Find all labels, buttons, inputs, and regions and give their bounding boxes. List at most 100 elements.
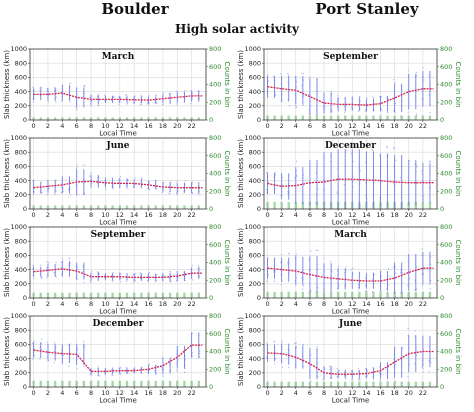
y2-axis-label: Counts in bin [223, 328, 231, 374]
count-bar [147, 117, 150, 120]
x-tick-label: 2 [46, 300, 50, 308]
count-bar [414, 291, 418, 298]
count-bar [322, 115, 326, 120]
scatter-point [317, 295, 319, 297]
y2-tick-label: 400 [209, 170, 221, 178]
y-tick-label: 600 [15, 74, 27, 82]
count-bar [197, 380, 201, 387]
count-bar [183, 292, 186, 298]
count-bar [428, 201, 432, 209]
x-tick-label: 4 [294, 122, 298, 130]
count-bar [75, 117, 78, 120]
scatter-point [198, 350, 201, 352]
scatter-point [46, 194, 49, 196]
count-bar [365, 381, 368, 387]
scatter-point [378, 365, 381, 368]
count-bar [351, 115, 354, 120]
count-bar [118, 380, 121, 387]
count-bar [344, 115, 347, 120]
count-bar [266, 381, 269, 387]
scatter-point [331, 110, 333, 112]
scatter-point [191, 355, 194, 357]
x-tick-label: 22 [187, 122, 195, 130]
scatter-point [32, 265, 34, 267]
scatter-point [274, 363, 276, 365]
scatter-point [162, 93, 164, 95]
chart-panel: December 0 200 400 600 800 1000 0 200 400 600 800 0 2… [237, 134, 462, 226]
y2-tick-label: 200 [209, 276, 221, 284]
x-tick-label: 4 [294, 300, 298, 308]
count-bar [118, 117, 121, 120]
count-bar [315, 381, 319, 387]
scatter-point [407, 285, 409, 287]
scatter-point [387, 268, 390, 270]
count-bar [132, 117, 136, 120]
scatter-point [296, 86, 298, 88]
y2-axis-label: Counts in bin [223, 61, 231, 107]
count-bar [75, 292, 78, 298]
scatter-point [338, 369, 340, 372]
scatter-point [191, 264, 194, 267]
scatter-point [33, 87, 35, 90]
scatter-point [39, 86, 42, 88]
scatter-point [414, 330, 416, 332]
y-tick-label: 1000 [244, 223, 261, 231]
count-bar [176, 292, 179, 298]
scatter-point [394, 159, 397, 161]
y2-tick-label: 600 [440, 330, 452, 338]
x-tick-label: 18 [159, 389, 167, 397]
scatter-point [301, 72, 303, 75]
scatter-point [274, 351, 277, 354]
scatter-point [175, 103, 178, 105]
scatter-point [393, 266, 395, 268]
scatter-point [89, 175, 91, 177]
y-tick-label: 0 [257, 205, 261, 213]
scatter-point [371, 95, 374, 97]
median-line [267, 350, 434, 375]
count-bar [351, 381, 354, 387]
scatter-point [394, 381, 397, 383]
count-bar [147, 380, 150, 387]
scatter-point [61, 100, 63, 103]
scatter-point [265, 342, 268, 345]
scatter-point [134, 274, 136, 276]
count-bar [273, 291, 276, 298]
y-axis-label: Slab thickness (km) [237, 50, 245, 119]
count-bar [104, 380, 107, 387]
y2-tick-label: 800 [440, 134, 452, 142]
scatter-point [429, 288, 432, 290]
x-tick-label: 12 [348, 122, 356, 130]
count-bar [111, 292, 114, 298]
scatter-point [308, 205, 311, 207]
scatter-point [324, 105, 326, 108]
scatter-point [76, 268, 79, 271]
scatter-point [139, 103, 142, 106]
y-tick-label: 400 [249, 88, 261, 96]
x-tick-label: 18 [390, 300, 398, 308]
scatter-point [273, 97, 275, 99]
x-tick-label: 10 [334, 122, 342, 130]
scatter-point [89, 280, 92, 283]
scatter-point [371, 278, 374, 280]
scatter-point [76, 367, 78, 370]
y-tick-label: 800 [15, 59, 27, 67]
x-axis-label: Local Time [99, 308, 137, 316]
count-bar [154, 292, 157, 298]
scatter-point [112, 271, 114, 274]
panel-title: March [102, 52, 135, 62]
scatter-point [118, 100, 120, 103]
scatter-point [39, 89, 41, 92]
scatter-point [32, 267, 34, 270]
scatter-point [400, 176, 402, 179]
scatter-point [125, 97, 127, 100]
scatter-point [280, 194, 282, 197]
y-tick-label: 400 [249, 177, 261, 185]
scatter-point [47, 261, 50, 264]
x-tick-label: 8 [322, 211, 326, 219]
x-tick-label: 14 [130, 122, 138, 130]
scatter-point [345, 149, 347, 152]
scatter-point [184, 359, 187, 361]
x-tick-label: 0 [265, 122, 269, 130]
x-tick-label: 16 [376, 211, 384, 219]
count-bar [89, 292, 93, 298]
